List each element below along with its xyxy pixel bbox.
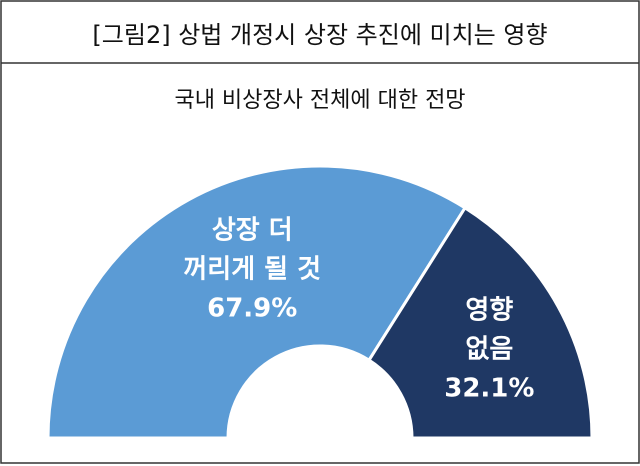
slice-label: 영향: [465, 296, 513, 326]
slice-label: 상장 더: [212, 215, 293, 245]
slice: [366, 205, 594, 440]
chart-title: [그림2] 상법 개정시 상장 추진에 미치는 영향: [92, 21, 547, 49]
chart-subtitle: 국내 비상장사 전체에 대한 전망: [174, 88, 465, 113]
value-label: 32.1%: [444, 374, 534, 404]
slice: [46, 164, 468, 440]
slice-label: 없음: [465, 335, 513, 365]
value-label: 67.9%: [207, 293, 297, 323]
slice-label: 꺼리게 될 것: [183, 254, 321, 284]
